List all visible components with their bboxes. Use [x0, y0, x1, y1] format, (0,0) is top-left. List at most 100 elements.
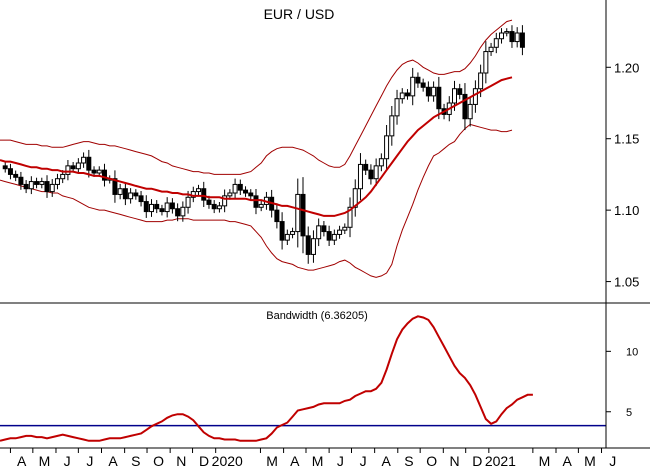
main-y-tick-label: 1.20 — [614, 60, 639, 75]
candle — [232, 178, 238, 199]
candle-body — [86, 156, 92, 171]
candle — [290, 227, 296, 239]
candle-body — [389, 115, 395, 137]
candle — [149, 199, 154, 217]
candle — [7, 163, 13, 180]
candle-body — [404, 92, 410, 97]
candle — [504, 28, 510, 37]
bollinger-bands — [0, 19, 513, 278]
lower-title: Bandwidth (6.36205) — [266, 310, 368, 322]
candle — [190, 186, 196, 203]
candle-body — [290, 231, 296, 235]
candle-body — [159, 208, 165, 213]
candle-body — [44, 181, 50, 193]
candle — [457, 83, 463, 100]
candle-body — [300, 193, 306, 237]
candle — [436, 76, 442, 120]
candle-body — [410, 76, 416, 97]
x-tick-label: A — [17, 453, 27, 468]
candle — [133, 189, 139, 200]
candle-body — [483, 51, 489, 74]
candle — [514, 27, 520, 48]
candle — [18, 171, 24, 190]
candle-body — [420, 82, 426, 88]
candle-body — [39, 181, 45, 185]
candle-body — [49, 183, 55, 193]
candle — [2, 162, 8, 173]
candle-body — [149, 203, 154, 213]
candle — [28, 176, 34, 195]
candle — [54, 173, 60, 190]
candle-body — [363, 163, 369, 171]
candle-body — [81, 156, 87, 164]
candle — [331, 229, 337, 245]
candle-body — [373, 165, 379, 180]
candle-body — [185, 196, 191, 208]
candle — [472, 80, 478, 113]
candle-body — [175, 208, 181, 217]
candle — [284, 229, 290, 245]
candle — [258, 200, 264, 212]
candle-body — [279, 221, 285, 241]
candle — [34, 177, 40, 189]
candle-body — [164, 202, 170, 213]
x-tick-label: N — [449, 453, 459, 468]
main-y-tick-label: 1.05 — [614, 275, 639, 290]
upper-band — [0, 19, 513, 175]
candle-body — [258, 203, 264, 208]
candle-body — [169, 202, 175, 210]
candle-body — [138, 195, 144, 203]
candle-body — [227, 192, 233, 197]
candle — [216, 202, 222, 213]
candle-body — [216, 205, 222, 210]
candle — [420, 78, 426, 92]
candle-body — [467, 103, 473, 120]
x-tick-label: 2021 — [485, 453, 516, 468]
candle — [154, 200, 160, 214]
main-y-tick-label: 1.10 — [614, 203, 639, 218]
candle-body — [75, 162, 81, 170]
candle — [415, 72, 421, 88]
candle-body — [101, 169, 107, 181]
candle-body — [342, 226, 348, 231]
candle-body — [7, 168, 13, 175]
candle — [23, 180, 29, 194]
candle — [44, 175, 50, 198]
candle-body — [352, 188, 358, 208]
candle — [404, 89, 410, 100]
candle-body — [117, 188, 123, 195]
candle — [316, 218, 322, 247]
lower-y-ticks: 5 10 — [606, 346, 638, 419]
candle-body — [488, 46, 494, 53]
candle-body — [128, 192, 134, 200]
candle-body — [133, 192, 139, 197]
x-tick-label: J — [609, 453, 616, 468]
x-tick-label: M — [312, 453, 324, 468]
candle-body — [143, 201, 149, 213]
candle — [39, 177, 45, 189]
candle — [101, 163, 107, 187]
candle — [384, 125, 390, 170]
candle — [122, 182, 128, 206]
x-tick-label: A — [563, 453, 573, 468]
candle — [211, 200, 217, 214]
middle-band-ma — [0, 76, 513, 217]
candle — [519, 25, 525, 56]
x-tick-label: S — [404, 453, 413, 468]
candle — [279, 212, 285, 250]
candle-body — [96, 169, 102, 174]
candle-body — [23, 183, 29, 190]
candle-body — [180, 206, 186, 217]
candle — [483, 41, 489, 84]
candle — [49, 179, 55, 197]
candle-body — [253, 195, 259, 208]
moving-average — [0, 76, 513, 217]
candle-body — [519, 32, 525, 48]
candle — [86, 149, 92, 178]
candle-body — [18, 176, 24, 185]
candle — [410, 67, 416, 106]
candle-body — [394, 98, 400, 117]
candle — [169, 198, 175, 214]
x-tick-label: J — [337, 453, 344, 468]
